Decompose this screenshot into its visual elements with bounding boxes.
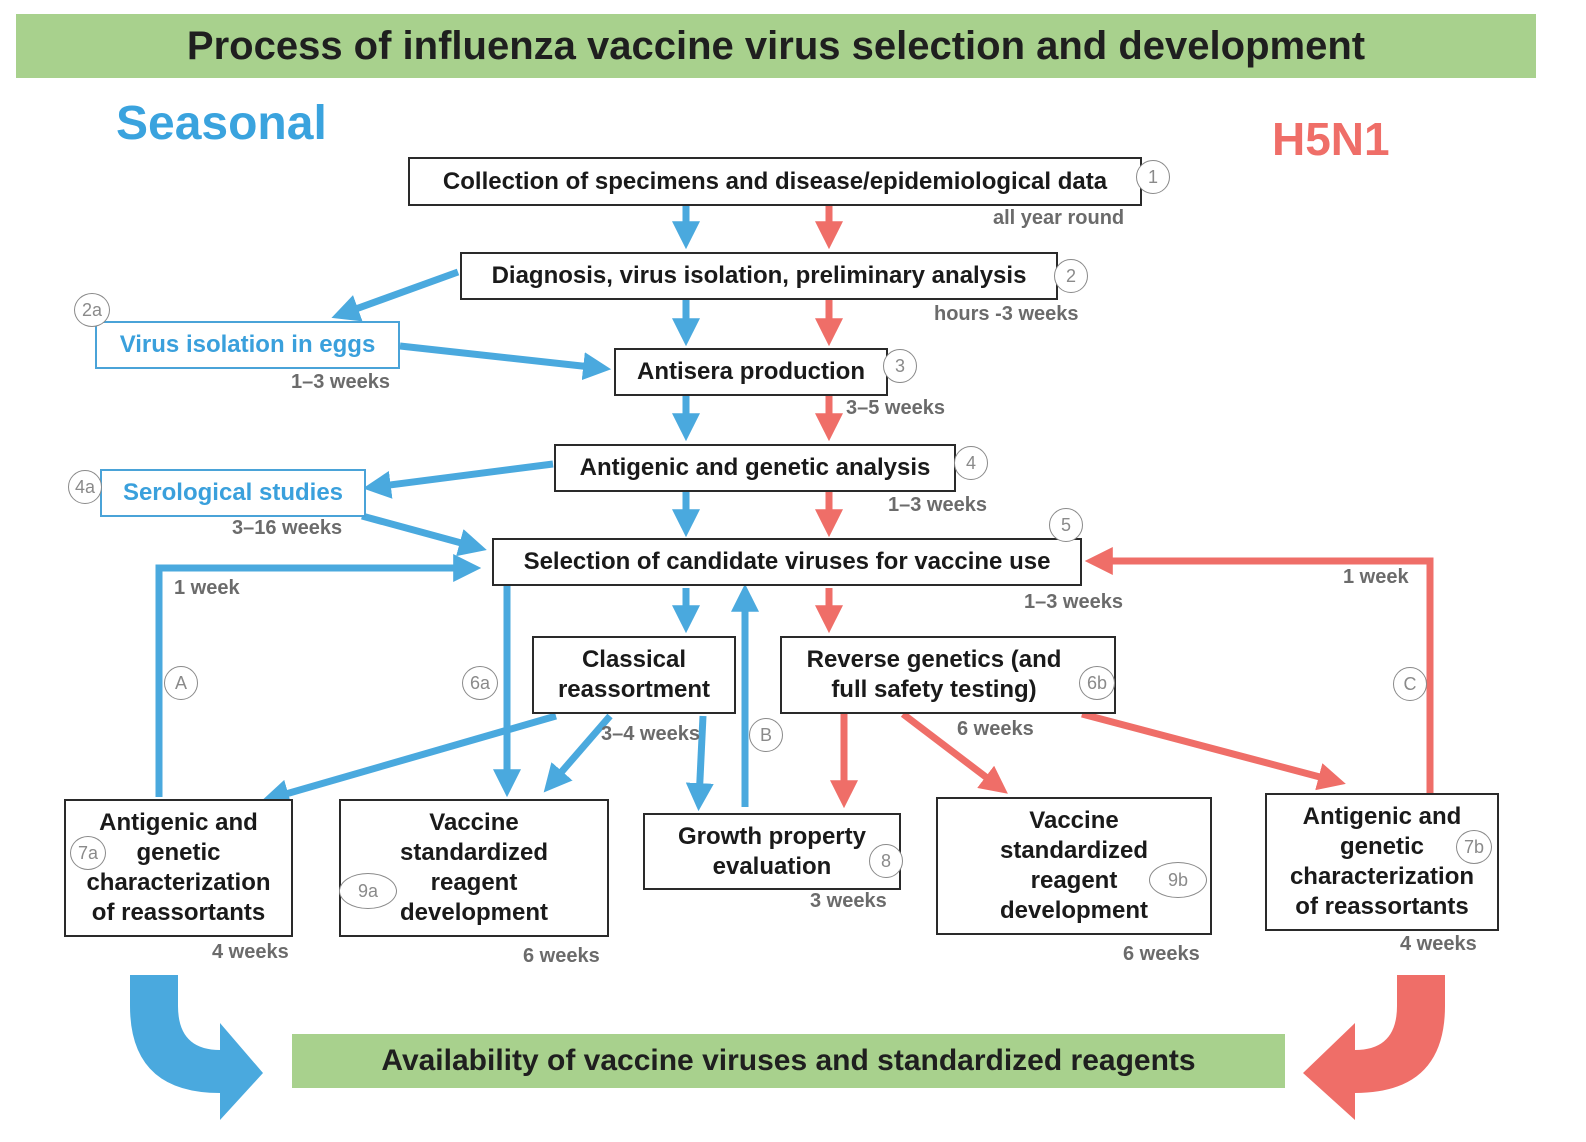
seasonal-curve-arrow [130, 975, 263, 1120]
step-8-box: Growth property evaluation [643, 813, 901, 890]
feedback-a-duration: 1 week [174, 577, 240, 599]
title-banner: Process of influenza vaccine virus selec… [16, 14, 1536, 78]
step-4a-box: Serological studies [100, 469, 366, 517]
step-7b-duration: 4 weeks [1400, 933, 1477, 955]
step-4a-duration: 3–16 weeks [232, 517, 343, 539]
feedback-c-duration: 1 week [1343, 566, 1409, 588]
step-3-duration: 3–5 weeks [846, 397, 945, 419]
step-9a-marker: 9a [339, 873, 397, 909]
step-1-duration: all year round [993, 207, 1125, 229]
step-6b-marker: 6b [1079, 666, 1115, 700]
step-1-box: Collection of specimens and disease/epid… [408, 157, 1142, 206]
step-6a-marker: 6a [462, 666, 498, 700]
step-2-box: Diagnosis, virus isolation, preliminary … [460, 252, 1058, 300]
step-4-box: Antigenic and genetic analysis [554, 444, 956, 492]
step-1-marker: 1 [1136, 160, 1170, 194]
seasonal-arrows [130, 206, 759, 1120]
step-4-duration: 1–3 weeks [888, 494, 987, 516]
arrow-s6a-s9a [543, 713, 613, 793]
step-6b-box: Reverse genetics (and full safety testin… [780, 636, 1116, 714]
step-2-duration: hours -3 weeks [934, 303, 1079, 325]
step-9a-box: Vaccine standardized reagent development [339, 799, 609, 937]
step-6b-duration: 6 weeks [957, 718, 1034, 740]
step-9b-duration: 6 weeks [1123, 943, 1200, 965]
arrow-s4a-s5 [361, 512, 487, 557]
h5n1-curve-arrow [1303, 975, 1445, 1120]
step-2-marker: 2 [1054, 259, 1088, 293]
feedback-c-marker: C [1393, 667, 1427, 701]
step-7b-marker: 7b [1456, 830, 1492, 864]
outcome-banner: Availability of vaccine viruses and stan… [292, 1034, 1285, 1088]
feedback-b-marker: B [749, 718, 783, 752]
step-8-marker: 8 [869, 844, 903, 878]
arrow-s4-s4a [362, 460, 554, 499]
step-9a-duration: 6 weeks [523, 945, 600, 967]
step-2a-box: Virus isolation in eggs [95, 321, 400, 369]
arrow-s6a-s7a [261, 712, 557, 807]
arrow-s2a-s3 [399, 342, 612, 381]
h5n1-arrows [815, 206, 1445, 1120]
seasonal-label: Seasonal [116, 97, 327, 150]
arrow-feedback-a [155, 554, 482, 797]
step-7a-box: Antigenic and genetic characterization o… [64, 799, 293, 937]
step-7b-box: Antigenic and genetic characterization o… [1265, 793, 1499, 931]
arrow-s6a-s8 [685, 715, 714, 812]
arrow-feedback-c [1084, 547, 1434, 797]
step-4-marker: 4 [954, 446, 988, 480]
step-6a-box: Classical reassortment [532, 636, 736, 714]
h5n1-label: H5N1 [1272, 113, 1390, 165]
arrow-s6b-s9b [900, 711, 1008, 794]
step-3-marker: 3 [883, 349, 917, 383]
step-7a-marker: 7a [70, 836, 106, 870]
step-7a-duration: 4 weeks [212, 941, 289, 963]
step-5-box: Selection of candidate viruses for vacci… [492, 538, 1082, 586]
arrow-s6b-s7b [1081, 710, 1346, 791]
step-3-box: Antisera production [614, 348, 888, 396]
step-5-duration: 1–3 weeks [1024, 591, 1123, 613]
step-2a-duration: 1–3 weeks [291, 371, 390, 393]
step-2a-marker: 2a [74, 293, 110, 327]
step-9b-marker: 9b [1149, 862, 1207, 898]
arrow-s2-s2a [331, 268, 460, 322]
step-8-duration: 3 weeks [810, 890, 887, 912]
feedback-a-marker: A [164, 666, 198, 700]
step-6a-duration: 3–4 weeks [601, 723, 700, 745]
step-5-marker: 5 [1049, 508, 1083, 542]
step-4a-marker: 4a [68, 470, 102, 504]
